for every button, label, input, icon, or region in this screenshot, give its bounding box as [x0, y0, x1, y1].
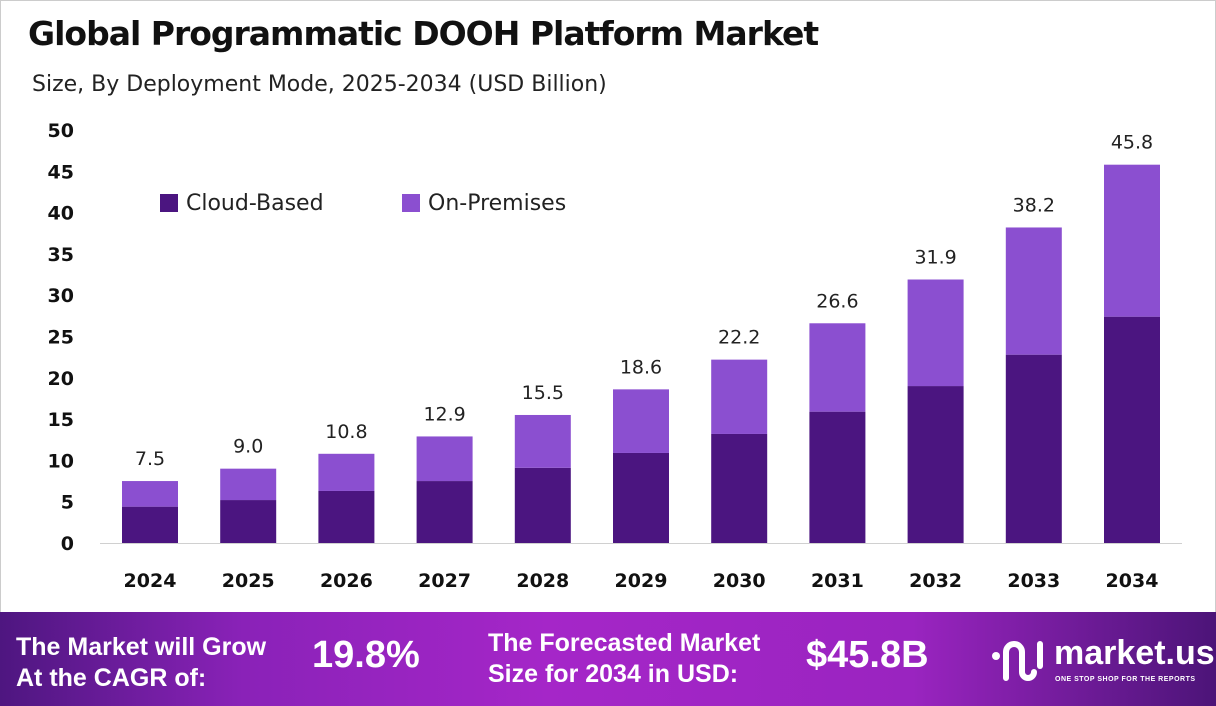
data-label-total: 15.5: [522, 382, 564, 404]
cagr-label: The Market will Grow At the CAGR of:: [16, 632, 266, 694]
bar-cloud-based-2032: [907, 386, 964, 543]
bar-cloud-based-2034: [1104, 316, 1160, 543]
bar-on-premises-2029: [613, 389, 669, 453]
bar-cloud-based-2024: [122, 506, 178, 543]
forecast-value: $45.8B: [806, 634, 929, 676]
x-tick-label: 2024: [124, 570, 177, 592]
bar-on-premises-2033: [1005, 227, 1062, 355]
y-tick-label: 20: [48, 368, 74, 390]
data-label-total: 26.6: [816, 290, 858, 312]
x-tick-label: 2026: [320, 570, 373, 592]
y-tick-label: 50: [48, 120, 74, 142]
y-tick-label: 15: [48, 409, 74, 431]
y-tick-label: 35: [48, 244, 74, 266]
bar-on-premises-2030: [711, 359, 768, 434]
y-tick-label: 30: [48, 285, 74, 307]
bar-on-premises-2031: [809, 323, 866, 412]
x-tick-label: 2027: [418, 570, 471, 592]
data-label-total: 18.6: [620, 356, 662, 378]
bar-on-premises-2034: [1104, 164, 1160, 317]
data-label-total: 9.0: [233, 436, 263, 458]
data-label-total: 31.9: [914, 247, 956, 269]
market-us-logo-icon: [992, 641, 1043, 681]
x-tick-label: 2033: [1007, 570, 1060, 592]
bar-on-premises-2032: [907, 279, 964, 387]
bar-cloud-based-2028: [514, 467, 571, 543]
x-tick-label: 2034: [1106, 570, 1159, 592]
chart-title: Global Programmatic DOOH Platform Market: [28, 14, 819, 53]
cagr-value: 19.8%: [312, 634, 420, 676]
y-tick-label: 45: [48, 161, 74, 183]
y-tick-label: 10: [48, 450, 74, 472]
bar-on-premises-2028: [514, 414, 571, 468]
x-tick-label: 2028: [516, 570, 569, 592]
bar-on-premises-2024: [122, 481, 178, 507]
bar-cloud-based-2027: [416, 481, 473, 543]
legend-swatch-cloud-based: [160, 194, 178, 212]
logo-tagline: ONE STOP SHOP FOR THE REPORTS: [1055, 676, 1196, 683]
y-tick-label: 5: [61, 492, 74, 514]
bar-on-premises-2025: [220, 468, 277, 501]
data-label-total: 22.2: [718, 327, 760, 349]
x-tick-label: 2030: [713, 570, 766, 592]
legend-label: Cloud-Based: [186, 191, 324, 216]
summary-banner: The Market will Grow At the CAGR of: 19.…: [0, 612, 1216, 706]
y-tick-label: 0: [61, 533, 74, 555]
bar-cloud-based-2026: [318, 490, 375, 543]
bar-cloud-based-2030: [711, 433, 768, 543]
bar-on-premises-2027: [416, 436, 473, 482]
forecast-label-line1: The Forecasted Market: [488, 629, 761, 657]
bar-chart: 051015202530354045507.520249.0202510.820…: [48, 120, 1182, 592]
y-tick-label: 40: [48, 203, 74, 225]
bar-cloud-based-2025: [220, 500, 277, 543]
x-tick-label: 2032: [909, 570, 962, 592]
legend-label: On-Premises: [428, 191, 566, 216]
logo-name: market.us: [1054, 634, 1215, 672]
data-label-total: 10.8: [325, 421, 367, 443]
data-label-total: 12.9: [423, 403, 465, 425]
x-tick-label: 2029: [615, 570, 668, 592]
bar-cloud-based-2033: [1005, 354, 1062, 543]
y-tick-label: 25: [48, 327, 74, 349]
x-tick-label: 2031: [811, 570, 864, 592]
cagr-label-line2: At the CAGR of:: [16, 664, 207, 692]
data-label-total: 45.8: [1111, 132, 1153, 154]
bar-cloud-based-2029: [613, 452, 669, 543]
forecast-label-line2: Size for 2034 in USD:: [488, 660, 739, 688]
cagr-label-line1: The Market will Grow: [16, 633, 267, 661]
data-label-total: 7.5: [135, 448, 165, 470]
forecast-label: The Forecasted Market Size for 2034 in U…: [488, 628, 760, 690]
data-label-total: 38.2: [1013, 194, 1055, 216]
bar-on-premises-2026: [318, 453, 375, 491]
x-tick-label: 2025: [222, 570, 275, 592]
legend-swatch-on-premises: [402, 194, 420, 212]
chart-subtitle: Size, By Deployment Mode, 2025-2034 (USD…: [32, 72, 607, 97]
bar-cloud-based-2031: [809, 411, 866, 543]
